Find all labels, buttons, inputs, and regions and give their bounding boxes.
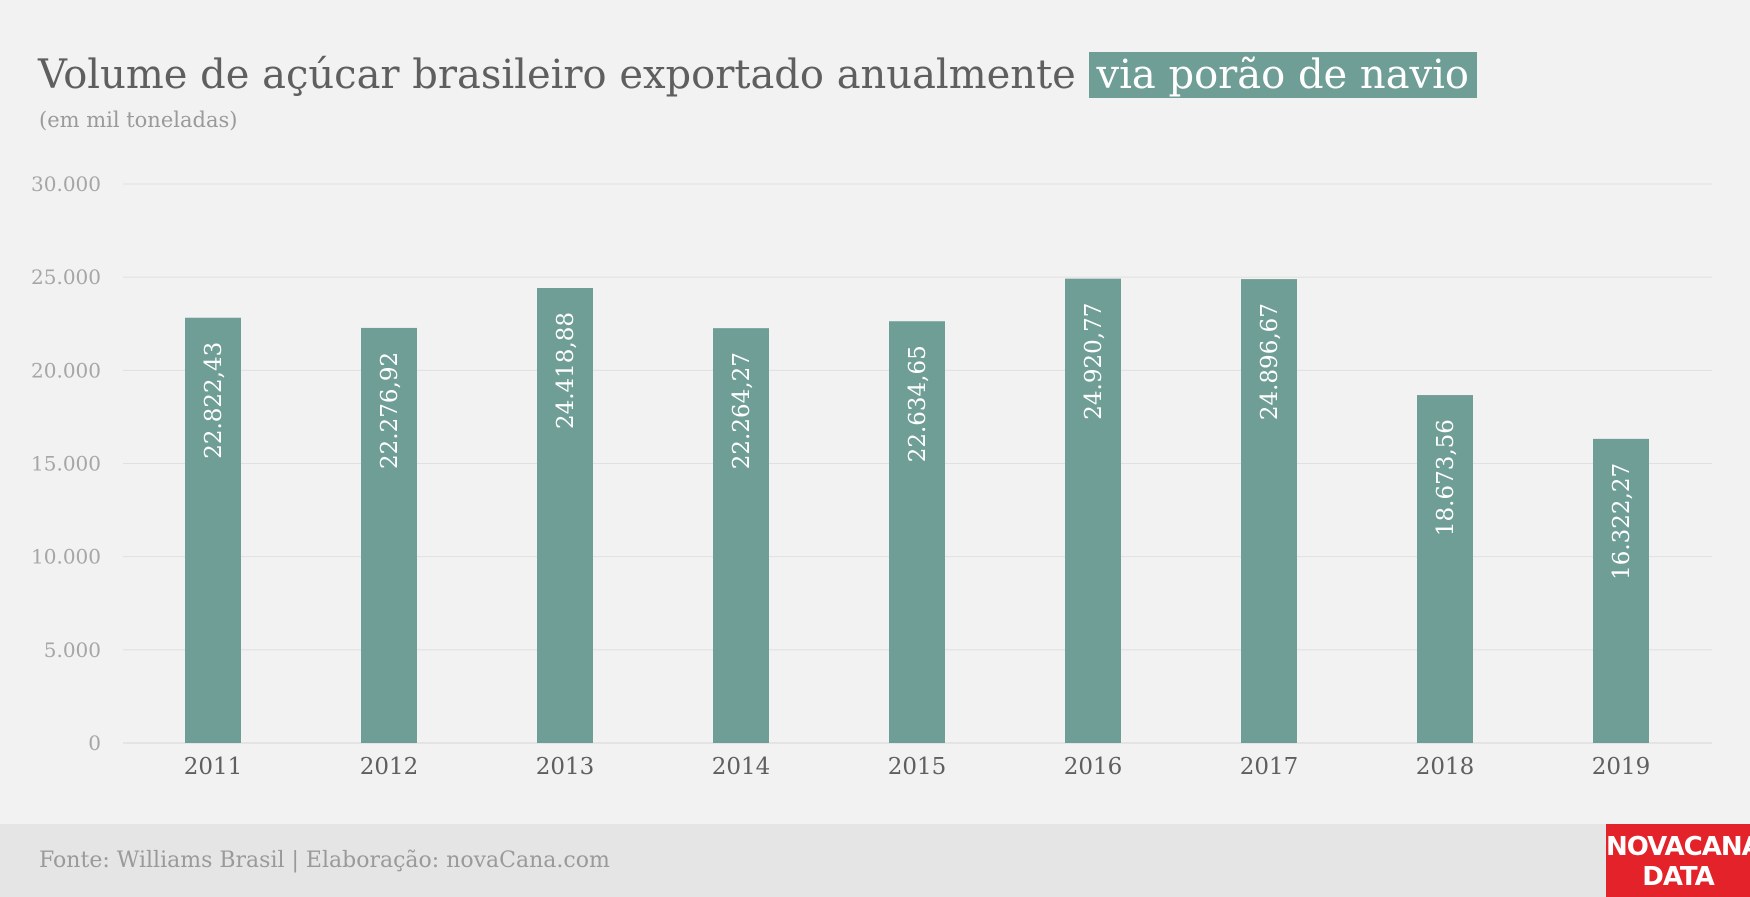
y-axis-tick-labels: 0 5.000 10.000 15.000 20.000 25.000 30.000: [31, 172, 101, 755]
bar-value-label: 22.634,65: [905, 345, 931, 462]
bar-value-label: 24.418,88: [553, 312, 579, 429]
y-tick-label: 30.000: [31, 172, 101, 196]
bars: [185, 278, 1649, 743]
y-tick-label: 10.000: [31, 545, 101, 569]
bar-value-label: 22.264,27: [729, 352, 755, 469]
x-tick-label: 2019: [1592, 754, 1651, 780]
x-tick-label: 2013: [536, 754, 595, 780]
bar: [1241, 279, 1297, 743]
x-axis-tick-labels: 2011 2012 2013 2014 2015 2016 2017 2018 2019: [184, 754, 1651, 780]
bar-value-labels: 22.822,43 22.276,92 24.418,88 22.264,27 22.6…: [201, 303, 1635, 580]
x-tick-label: 2017: [1240, 754, 1299, 780]
chart-title-main: Volume de açúcar brasileiro exportado an…: [38, 52, 1076, 98]
bar: [537, 287, 593, 743]
y-tick-label: 0: [88, 731, 101, 755]
bar: [889, 321, 945, 743]
logo-line-1: NOVACANA: [1606, 832, 1750, 862]
x-tick-label: 2018: [1416, 754, 1475, 780]
bar-value-label: 22.822,43: [201, 342, 227, 459]
bar: [361, 327, 417, 743]
footer: Fonte: Williams Brasil | Elaboração: nov…: [0, 824, 1750, 897]
bar: [1065, 278, 1121, 743]
chart-title-highlight: via porão de navio: [1088, 52, 1478, 98]
bar: [1417, 395, 1473, 743]
chart-subtitle: (em mil toneladas): [39, 108, 238, 132]
y-tick-label: 15.000: [31, 452, 101, 476]
y-tick-label: 20.000: [31, 358, 101, 382]
x-tick-label: 2015: [888, 754, 947, 780]
logo-line-2: DATA: [1642, 862, 1715, 892]
bar-chart: 0 5.000 10.000 15.000 20.000 25.000 30.000 22.…: [31, 172, 1712, 780]
bar-value-label: 24.920,77: [1081, 303, 1107, 420]
x-tick-label: 2016: [1064, 754, 1123, 780]
bar: [1593, 438, 1649, 743]
y-tick-label: 25.000: [31, 265, 101, 289]
x-tick-label: 2011: [184, 754, 243, 780]
x-tick-label: 2012: [360, 754, 419, 780]
bar-value-label: 16.322,27: [1609, 463, 1635, 580]
y-tick-label: 5.000: [44, 638, 101, 662]
bar-value-label: 22.276,92: [377, 352, 403, 469]
bar-value-label: 24.896,67: [1257, 303, 1283, 420]
x-tick-label: 2014: [712, 754, 771, 780]
chart-title: Volume de açúcar brasileiro exportado an…: [38, 46, 1478, 104]
novacana-data-logo: NOVACANA DATA: [1606, 824, 1750, 897]
source-credit: Fonte: Williams Brasil | Elaboração: nov…: [39, 848, 610, 873]
bar: [185, 317, 241, 743]
bar-value-label: 18.673,56: [1433, 419, 1459, 536]
bar: [713, 328, 769, 743]
